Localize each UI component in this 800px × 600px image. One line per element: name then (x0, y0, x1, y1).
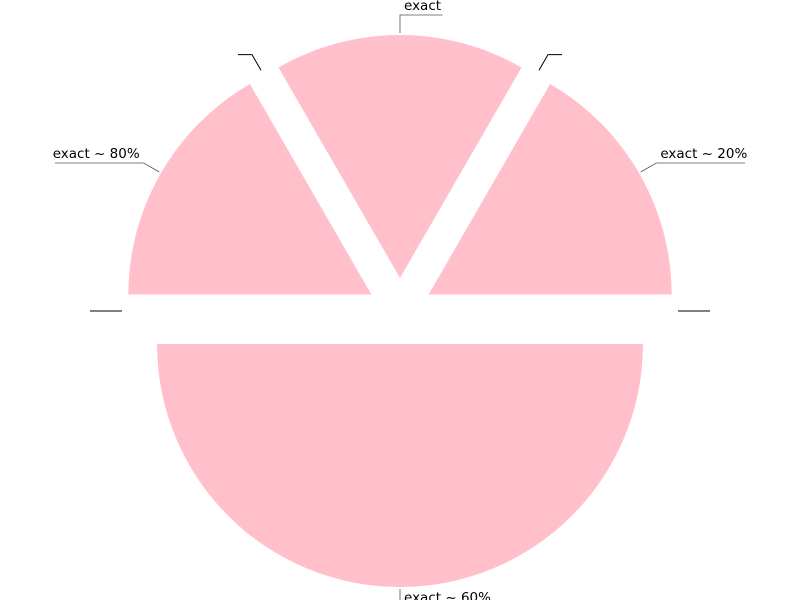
pie-leader-line (538, 54, 562, 71)
pie-slice (128, 84, 372, 295)
pie-leader-line (399, 589, 401, 600)
pie-leader-line (640, 162, 746, 173)
pie-slice-label: exact ~ 60% (404, 590, 491, 600)
pie-slice (278, 34, 522, 278)
pie-slice-label: exact (404, 0, 441, 14)
pie-leader-line (238, 54, 262, 71)
pie-slice-label: exact ~ 20% (660, 146, 747, 162)
pie-leader-line (399, 14, 443, 33)
pie-slice (428, 84, 672, 295)
pie-slice-label: exact ~ 80% (53, 146, 140, 162)
pie-leader-line (54, 162, 160, 173)
pie-slice (157, 344, 643, 587)
